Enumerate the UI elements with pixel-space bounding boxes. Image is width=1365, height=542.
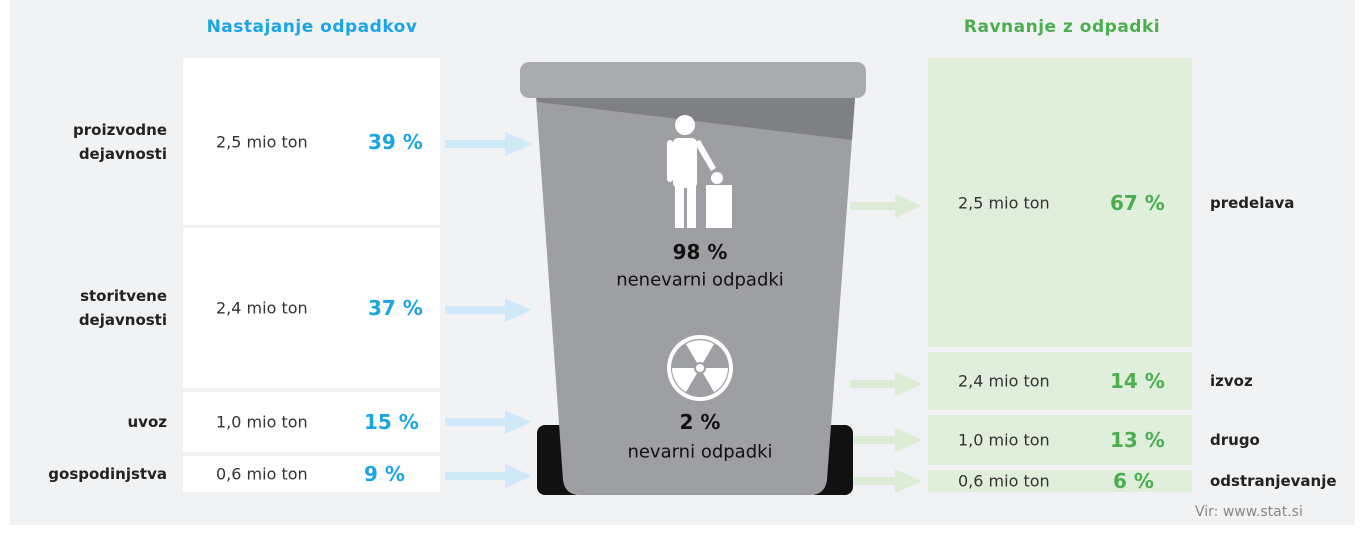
amount: 2,4 mio ton bbox=[216, 299, 308, 318]
percent: 6 % bbox=[1113, 469, 1154, 493]
amount: 1,0 mio ton bbox=[216, 413, 308, 432]
row-label: proizvodne dejavnosti bbox=[7, 118, 167, 166]
hazardous-label: nevarni odpadki bbox=[600, 442, 800, 463]
amount: 2,4 mio ton bbox=[958, 372, 1050, 391]
percent: 9 % bbox=[364, 462, 405, 486]
hazardous-percent: 2 % bbox=[600, 410, 800, 434]
percent: 67 % bbox=[1110, 191, 1165, 215]
row-label: odstranjevanje bbox=[1210, 472, 1337, 490]
percent: 37 % bbox=[368, 296, 423, 320]
infographic: Nastajanje odpadkov Ravnanje z odpadki bbox=[0, 0, 1365, 542]
amount: 0,6 mio ton bbox=[958, 472, 1050, 491]
amount: 0,6 mio ton bbox=[216, 465, 308, 484]
row-label: drugo bbox=[1210, 431, 1260, 449]
nonhazardous-label: nenevarni odpadki bbox=[600, 270, 800, 291]
percent: 14 % bbox=[1110, 369, 1165, 393]
left-arrows bbox=[445, 132, 532, 488]
row-label: predelava bbox=[1210, 194, 1294, 212]
right-arrows bbox=[850, 194, 922, 493]
amount: 1,0 mio ton bbox=[958, 431, 1050, 450]
row-label: gospodinjstva bbox=[7, 462, 167, 486]
amount: 2,5 mio ton bbox=[958, 193, 1050, 212]
source: Vir: www.stat.si bbox=[1195, 504, 1303, 520]
percent: 15 % bbox=[364, 410, 419, 434]
nonhazardous-percent: 98 % bbox=[600, 240, 800, 264]
radiation-icon bbox=[667, 335, 733, 401]
row-label: izvoz bbox=[1210, 372, 1253, 390]
amount: 2,5 mio ton bbox=[216, 132, 308, 151]
row-label: uvoz bbox=[7, 410, 167, 434]
row-label: storitvene dejavnosti bbox=[7, 284, 167, 332]
percent: 39 % bbox=[368, 130, 423, 154]
percent: 13 % bbox=[1110, 428, 1165, 452]
